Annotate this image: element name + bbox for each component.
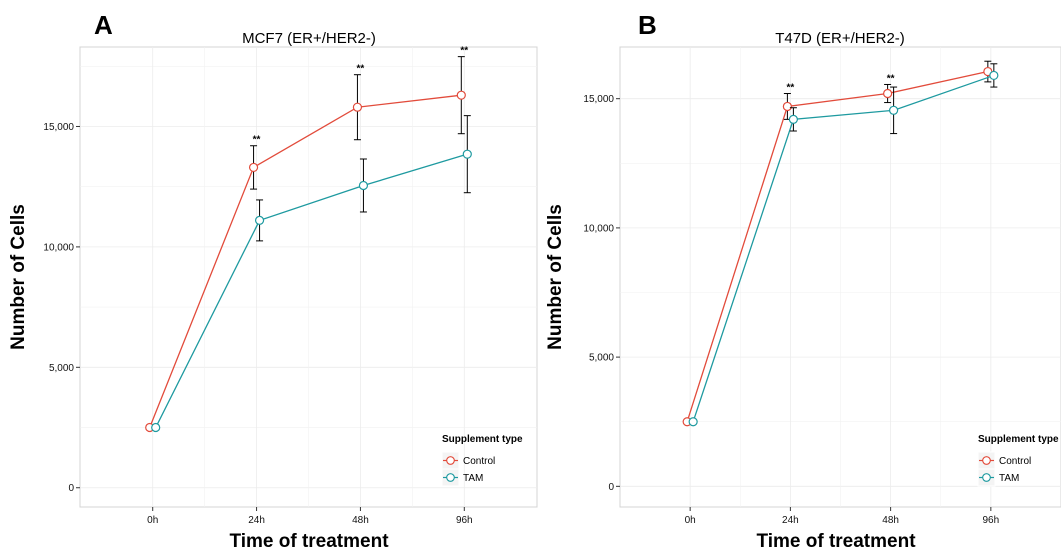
x-tick-label: 48h bbox=[352, 515, 369, 526]
data-point bbox=[456, 90, 466, 100]
y-tick-label: 5,000 bbox=[49, 363, 74, 374]
series-tam bbox=[151, 115, 472, 433]
x-tick-label: 0h bbox=[147, 515, 158, 526]
panel-letter: A bbox=[94, 10, 113, 40]
legend-key-marker bbox=[982, 473, 991, 482]
data-point bbox=[358, 180, 369, 191]
y-tick-label: 10,000 bbox=[583, 223, 614, 234]
series-line bbox=[155, 153, 468, 428]
significance-marker: ** bbox=[357, 64, 365, 75]
legend: Supplement type Control TAM bbox=[977, 434, 1059, 487]
data-point bbox=[254, 215, 265, 226]
legend-title: Supplement type bbox=[442, 434, 523, 445]
legend-title: Supplement type bbox=[978, 434, 1059, 445]
data-point bbox=[889, 105, 899, 115]
legend: Supplement type Control TAM bbox=[441, 434, 523, 487]
x-tick-label: 48h bbox=[882, 515, 899, 526]
legend-key-marker bbox=[982, 456, 991, 465]
data-point bbox=[248, 162, 259, 173]
significance-marker: ** bbox=[253, 135, 261, 146]
y-axis-title: Number of Cells bbox=[8, 204, 29, 350]
data-point bbox=[151, 422, 161, 433]
series-line bbox=[149, 94, 462, 428]
y-tick-label: 0 bbox=[608, 482, 614, 493]
x-tick-label: 0h bbox=[685, 515, 696, 526]
y-tick-label: 0 bbox=[68, 483, 74, 494]
legend-label: TAM bbox=[999, 473, 1019, 484]
data-point bbox=[782, 101, 792, 112]
data-point bbox=[688, 417, 698, 427]
series-tam bbox=[688, 63, 999, 427]
chart-panel-b: 0 5,000 10,000 15,000 0h 24h 48h 96h ** ** B T47D (… bbox=[545, 10, 1061, 550]
series-line bbox=[686, 70, 988, 422]
y-tick-label: 10,000 bbox=[43, 242, 74, 253]
significance-marker: ** bbox=[887, 73, 895, 84]
plot-title: T47D (ER+/HER2-) bbox=[775, 30, 905, 47]
legend-key-marker bbox=[446, 456, 455, 465]
data-point bbox=[788, 114, 798, 124]
y-tick-label: 5,000 bbox=[589, 353, 614, 364]
significance-marker: ** bbox=[460, 46, 468, 57]
data-point bbox=[883, 88, 893, 99]
data-point bbox=[352, 102, 363, 112]
x-tick-label: 96h bbox=[456, 515, 473, 526]
chart-panel-a: 0 5,000 10,000 15,000 0h 24h 48h 96h ** ** ** A MCF7… bbox=[8, 10, 538, 550]
x-axis-title: Time of treatment bbox=[229, 531, 389, 550]
legend-key-marker bbox=[446, 473, 455, 482]
plot-title: MCF7 (ER+/HER2-) bbox=[242, 30, 376, 47]
significance-marker: ** bbox=[786, 83, 794, 94]
legend-label: Control bbox=[999, 456, 1031, 467]
x-tick-label: 96h bbox=[982, 515, 999, 526]
series-line bbox=[692, 74, 995, 422]
data-point bbox=[989, 70, 999, 81]
y-axis-title: Number of Cells bbox=[545, 204, 566, 350]
y-tick-label: 15,000 bbox=[583, 94, 614, 105]
x-tick-label: 24h bbox=[248, 515, 265, 526]
legend-label: Control bbox=[463, 456, 495, 467]
panel-letter: B bbox=[638, 10, 657, 40]
y-tick-label: 15,000 bbox=[43, 122, 74, 133]
legend-label: TAM bbox=[463, 473, 483, 484]
data-point bbox=[462, 149, 472, 159]
x-tick-label: 24h bbox=[782, 515, 799, 526]
x-axis-title: Time of treatment bbox=[756, 531, 916, 550]
x-gridlines bbox=[689, 47, 992, 507]
